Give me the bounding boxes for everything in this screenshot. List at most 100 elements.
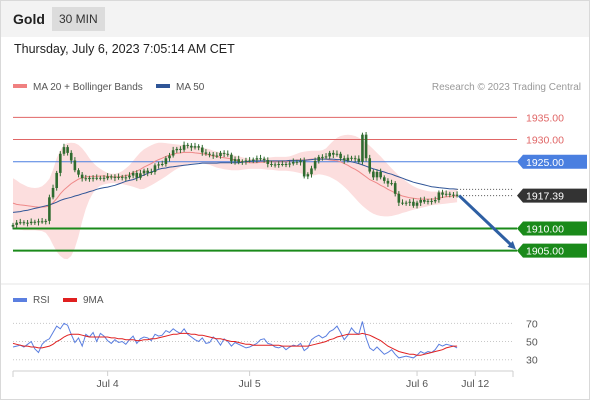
level-tag-background — [517, 243, 587, 258]
candle-body — [175, 148, 179, 151]
candle — [313, 157, 317, 171]
candle — [51, 184, 55, 200]
candle-body — [302, 160, 306, 177]
resistance-level-label: 1935.00 — [526, 112, 564, 124]
candle — [237, 155, 240, 165]
candle-body — [29, 221, 33, 224]
rsi-layer: 70 50 30 — [12, 318, 538, 367]
candle — [153, 163, 157, 175]
resistance-level-tag: 1930.00 — [526, 135, 564, 147]
candle — [448, 191, 452, 198]
candle — [142, 168, 146, 176]
candle-body — [404, 202, 408, 204]
candle-body — [168, 155, 171, 159]
chart-datetime: Thursday, July 6, 2023 7:05:14 AM CET — [14, 42, 235, 56]
candle-body — [120, 176, 124, 178]
candle — [131, 170, 135, 179]
candle-body — [226, 153, 230, 155]
candle-body — [259, 158, 262, 160]
candle — [404, 200, 408, 206]
candle — [113, 174, 117, 182]
candle-body — [59, 153, 62, 173]
candle-body — [295, 161, 299, 163]
candle — [80, 172, 84, 182]
time-tick-label: Jul 6 — [406, 378, 428, 390]
bollinger-band — [13, 134, 458, 260]
candle — [353, 155, 357, 162]
legend-ma50-swatch — [156, 84, 170, 88]
candle — [124, 174, 128, 182]
candle — [302, 157, 306, 179]
candle-body — [375, 172, 379, 178]
candle — [222, 150, 226, 158]
candle — [11, 222, 15, 230]
candle-body — [419, 200, 422, 203]
candle — [200, 144, 204, 156]
candle — [408, 199, 412, 206]
support-level-tag: 1905.00 — [517, 243, 587, 258]
candle — [230, 152, 233, 164]
candle-body — [142, 170, 146, 174]
support-level-label: 1905.00 — [526, 246, 564, 258]
candle — [393, 181, 397, 197]
candle-body — [15, 222, 18, 225]
candle — [168, 152, 171, 162]
level-tag-background — [517, 154, 587, 169]
candle — [215, 152, 219, 158]
candle-body — [99, 177, 102, 179]
candle — [146, 168, 149, 177]
candle — [175, 146, 179, 153]
candle — [364, 132, 368, 162]
candle-body — [270, 164, 273, 165]
candle-body — [193, 146, 197, 148]
legend-ma20-swatch — [13, 84, 27, 88]
forecast-layer — [458, 194, 516, 250]
candle — [419, 197, 422, 206]
candle — [208, 151, 211, 158]
candle-body — [357, 158, 361, 162]
level-labels-layer: 1935.00 1930.00 1925.00 1917.39 1910.00 1905.… — [517, 112, 587, 258]
candle-body — [179, 148, 182, 150]
candle — [386, 178, 390, 187]
candle-body — [310, 168, 313, 175]
timeframe-button[interactable]: 30 MIN — [52, 7, 105, 31]
resistance-level-tag: 1935.00 — [526, 112, 564, 124]
candle-body — [288, 163, 291, 165]
candle — [259, 154, 262, 161]
candle-body — [124, 177, 128, 179]
candle-body — [415, 202, 419, 206]
candle — [40, 218, 44, 224]
candle — [412, 198, 415, 208]
candle — [219, 150, 222, 159]
candle-body — [277, 164, 281, 165]
candle — [109, 174, 113, 180]
candle-body — [22, 222, 26, 224]
candle-body — [386, 180, 390, 184]
candle — [310, 165, 313, 178]
candle — [346, 154, 350, 163]
candle — [88, 175, 91, 182]
candle — [433, 196, 437, 204]
candle-body — [255, 158, 259, 160]
candle-body — [62, 147, 66, 154]
candle — [66, 145, 69, 156]
candle-body — [135, 172, 139, 178]
candle-body — [306, 174, 310, 177]
candle — [106, 173, 109, 181]
candle-body — [452, 194, 455, 196]
candle-body — [157, 164, 160, 166]
candle — [251, 157, 255, 164]
candle — [160, 160, 164, 167]
candle-body — [317, 156, 321, 161]
rsi-9ma-line — [12, 332, 458, 356]
time-tick-label: Jul 4 — [97, 378, 119, 390]
candle-body — [284, 164, 288, 165]
candle — [415, 200, 419, 209]
legend-rsi-swatch — [13, 298, 27, 302]
legend-9ma-swatch — [63, 298, 77, 302]
candle-body — [66, 147, 69, 153]
candle — [204, 149, 208, 156]
candle-body — [324, 156, 328, 158]
candle-body — [412, 201, 415, 206]
candle-body — [437, 192, 441, 200]
